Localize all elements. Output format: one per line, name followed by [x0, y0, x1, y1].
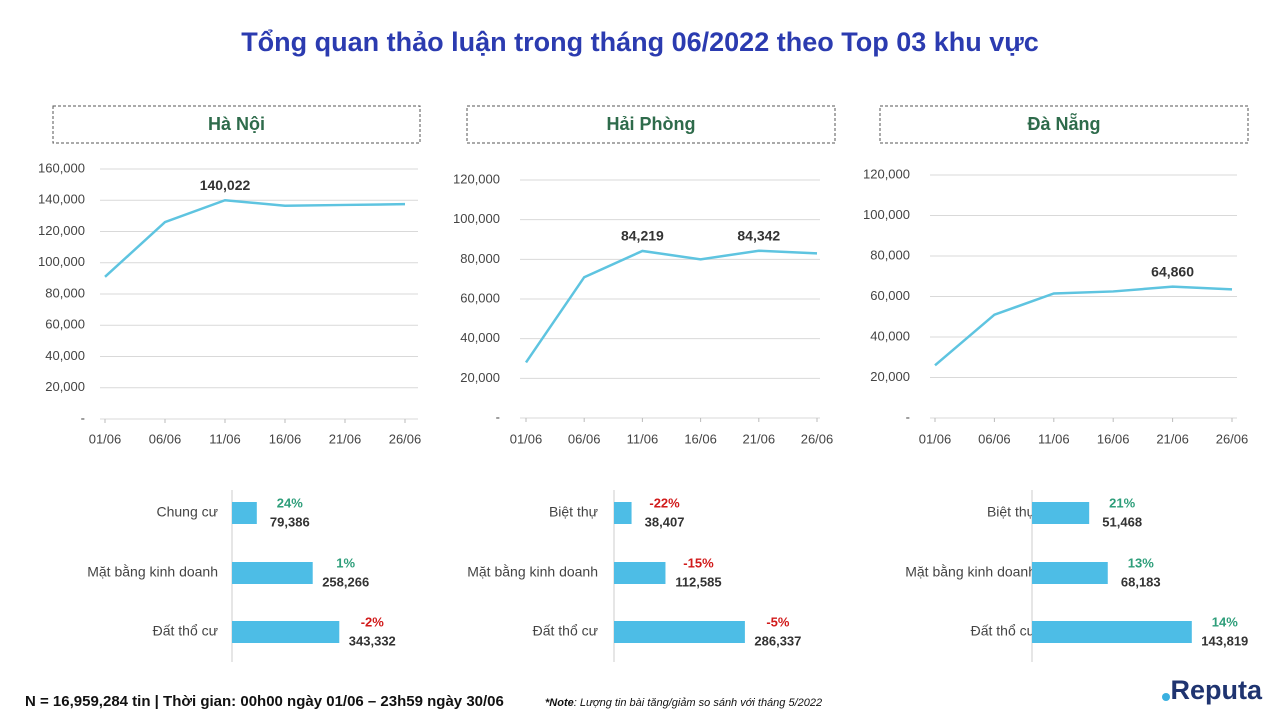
line	[524, 249, 818, 364]
value-label: 258,266	[322, 574, 369, 589]
y-tick-label: 120,000	[863, 166, 910, 181]
data-label: 84,342	[737, 227, 780, 243]
change-label: -5%	[766, 614, 790, 629]
panel-title: Đà Nẵng	[1027, 112, 1100, 134]
x-tick-label: 11/06	[209, 431, 241, 446]
x-tick-label: 16/06	[1097, 431, 1130, 446]
category-label: Mặt bằng kinh doanh	[905, 564, 1036, 580]
y-tick-label: 60,000	[870, 288, 910, 303]
y-tick-label: 100,000	[453, 211, 500, 226]
note-prefix: *Note	[545, 697, 574, 709]
data-label: 84,219	[621, 228, 664, 244]
line	[104, 198, 406, 278]
category-label: Đất thổ cư	[971, 623, 1036, 639]
value-label: 38,407	[645, 514, 685, 529]
value-label: 68,183	[1121, 574, 1161, 589]
x-tick-label: 06/06	[978, 431, 1011, 446]
x-tick-label: 01/06	[510, 431, 543, 446]
y-tick-label: 160,000	[38, 160, 85, 175]
change-label: -22%	[649, 495, 680, 510]
x-tick-label: 06/06	[149, 431, 182, 446]
y-tick-label: 20,000	[45, 379, 85, 394]
change-label: 24%	[277, 495, 303, 510]
category-label: Mặt bằng kinh doanh	[87, 564, 218, 580]
change-label: 1%	[336, 555, 355, 570]
bar	[232, 621, 340, 643]
y-tick-label: 60,000	[45, 317, 85, 332]
value-label: 143,819	[1201, 633, 1248, 648]
note: *Note: Lượng tin bài tăng/giảm so sánh v…	[545, 697, 822, 709]
y-tick-label: 60,000	[460, 290, 500, 305]
y-tick-label: 80,000	[870, 247, 910, 262]
panel-header-box	[466, 105, 836, 144]
change-label: -15%	[683, 555, 714, 570]
brand-dot	[1162, 693, 1170, 701]
category-label: Biệt thự	[987, 504, 1036, 520]
data-label: 140,022	[200, 177, 251, 193]
x-tick-label: 01/06	[919, 431, 952, 446]
bar	[1032, 502, 1090, 524]
change-label: 14%	[1212, 614, 1238, 629]
x-tick-label: 26/06	[801, 431, 834, 446]
y-tick-label: 20,000	[870, 369, 910, 384]
x-tick-label: 26/06	[389, 431, 422, 446]
category-label: Chung cư	[156, 504, 218, 520]
bar	[614, 562, 666, 584]
panel-header-box	[52, 105, 421, 144]
category-label: Đất thổ cư	[153, 623, 218, 639]
panel-header-box	[879, 105, 1249, 144]
y-tick-label: 40,000	[45, 348, 85, 363]
bar	[614, 502, 632, 524]
y-tick-label: 80,000	[460, 251, 500, 266]
x-tick-label: 16/06	[269, 431, 302, 446]
y-tick-label: 40,000	[460, 330, 500, 345]
panel-title: Hải Phòng	[607, 114, 696, 134]
x-tick-label: 21/06	[1156, 431, 1189, 446]
y-tick-label: -	[906, 409, 910, 424]
x-tick-label: 26/06	[1216, 431, 1249, 446]
value-label: 112,585	[675, 574, 721, 589]
y-tick-label: 120,000	[453, 171, 500, 186]
x-tick-label: 01/06	[89, 431, 122, 446]
page-title: Tổng quan thảo luận trong tháng 06/2022 …	[241, 27, 1039, 57]
y-tick-label: 40,000	[870, 328, 910, 343]
brand: Reputa	[1170, 675, 1262, 705]
bar	[614, 621, 745, 643]
line	[934, 285, 1233, 367]
value-label: 286,337	[754, 633, 801, 648]
x-tick-label: 06/06	[568, 431, 601, 446]
x-tick-label: 21/06	[329, 431, 362, 446]
x-tick-label: 21/06	[743, 431, 776, 446]
y-tick-label: 80,000	[45, 285, 85, 300]
category-label: Đất thổ cư	[533, 623, 598, 639]
category-label: Biệt thự	[549, 504, 598, 520]
footer: N = 16,959,284 tin | Thời gian: 00h00 ng…	[25, 693, 504, 710]
bar	[232, 562, 313, 584]
value-label: 79,386	[270, 514, 310, 529]
value-label: 51,468	[1102, 514, 1142, 529]
data-label: 64,860	[1151, 263, 1194, 279]
value-label: 343,332	[349, 633, 396, 648]
bar	[232, 502, 257, 524]
y-tick-label: 120,000	[38, 223, 85, 238]
change-label: 21%	[1109, 495, 1135, 510]
change-label: 13%	[1128, 555, 1154, 570]
y-tick-label: 100,000	[38, 254, 85, 269]
y-tick-label: -	[496, 409, 500, 424]
x-tick-label: 11/06	[1038, 431, 1070, 446]
x-tick-label: 11/06	[627, 431, 659, 446]
y-tick-label: 100,000	[863, 207, 910, 222]
note-text: : Lượng tin bài tăng/giảm so sánh với th…	[574, 697, 822, 709]
y-tick-label: 20,000	[460, 370, 500, 385]
bar	[1032, 621, 1192, 643]
category-label: Mặt bằng kinh doanh	[467, 564, 598, 580]
y-tick-label: -	[81, 410, 85, 425]
y-tick-label: 140,000	[38, 192, 85, 207]
panel-title: Hà Nội	[208, 114, 265, 134]
bar	[1032, 562, 1108, 584]
x-tick-label: 16/06	[684, 431, 717, 446]
change-label: -2%	[361, 614, 385, 629]
